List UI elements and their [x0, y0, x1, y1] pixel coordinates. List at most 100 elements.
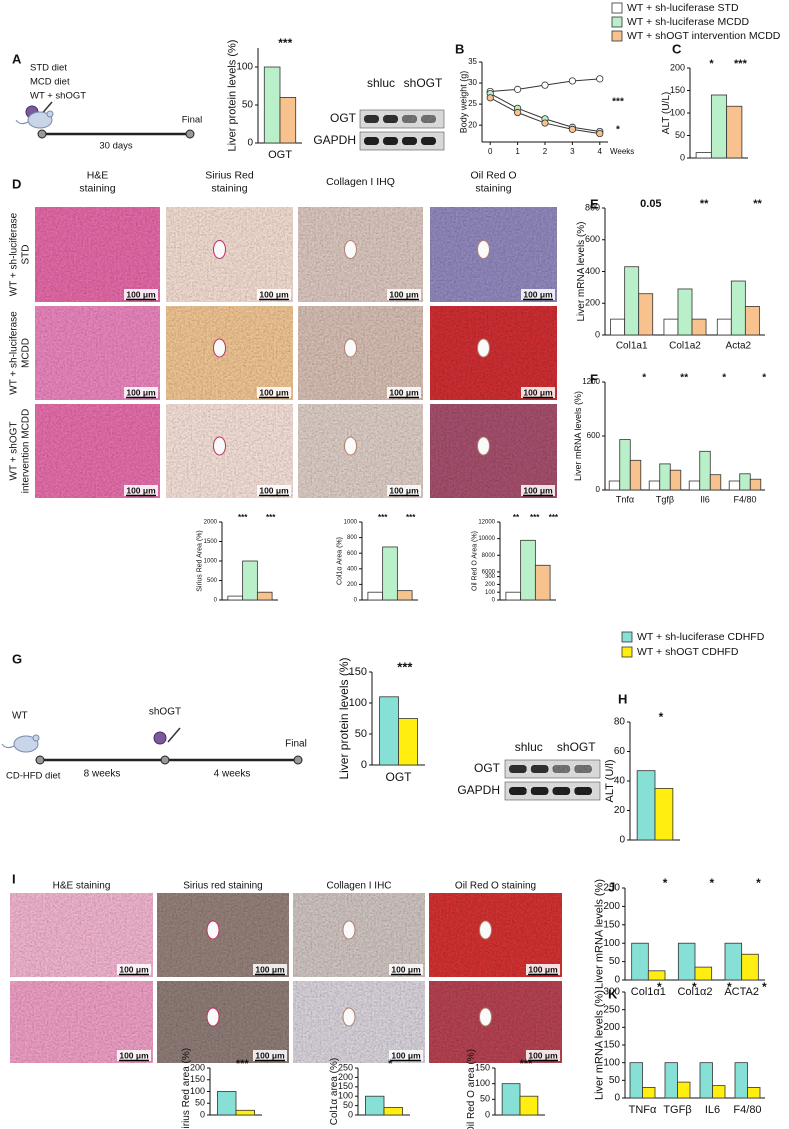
y-axis-label: Col1α Area (%) [337, 537, 344, 585]
y-tick-label: 500 [207, 578, 218, 584]
micrograph [429, 893, 562, 977]
scale-bar-bg [253, 1050, 287, 1061]
scale-bar: 100 μm [259, 387, 289, 397]
blot-row-label: OGT [474, 761, 501, 775]
bar [217, 1091, 237, 1116]
scale-bar-bg [526, 1050, 560, 1061]
panel-letter: F [590, 371, 598, 386]
vessel [342, 1007, 356, 1027]
micrograph [35, 207, 160, 302]
bar [505, 591, 522, 601]
bar [242, 560, 258, 601]
y-tick-label: 20 [614, 805, 626, 816]
y-tick-label: 100 [475, 1078, 490, 1088]
x-tick-label: Acta2 [726, 341, 752, 352]
significance: * [709, 58, 714, 70]
y-tick-label: 600 [347, 551, 358, 557]
significance: * [762, 373, 766, 384]
point [541, 81, 549, 89]
y-axis-label: Liver protein levels (%) [226, 40, 238, 152]
bar [398, 718, 418, 766]
y-tick-label: 0 [619, 835, 625, 846]
significance: * [616, 125, 620, 136]
y-tick-label: 50 [242, 100, 254, 111]
x-tick-label: Tgfβ [656, 494, 674, 504]
bar [747, 1087, 761, 1099]
x-tick-label: 1 [515, 147, 520, 156]
y-tick-label: 600 [587, 431, 601, 440]
blot-band [552, 787, 571, 795]
blot-band [383, 137, 398, 145]
y-axis-label: ALT (U/L) [661, 92, 672, 134]
x-tick-label: 4 [598, 147, 603, 156]
bar [227, 595, 244, 601]
bar [396, 590, 413, 601]
y-tick-label: 150 [603, 1040, 620, 1051]
scale-bar-bg [117, 1050, 151, 1061]
y-tick-label: 0 [354, 598, 358, 604]
scale-bar: 100 μm [391, 1050, 421, 1060]
y-tick-label: 800 [347, 535, 358, 541]
significance: 0.05 [640, 198, 661, 210]
blot-band [421, 115, 436, 123]
x-tick-label: 3 [570, 147, 575, 156]
vessel [477, 240, 490, 259]
y-tick-label: 0 [214, 598, 218, 604]
scale-bar-bg [521, 289, 555, 300]
lane-label: shOGT [404, 76, 443, 90]
scale-bar-bg [387, 485, 421, 496]
inject-label: shOGT [149, 707, 181, 718]
end-label: Final [182, 115, 203, 126]
end-label: Final [285, 739, 307, 750]
x-tick-label: Il6 [700, 494, 710, 504]
blot-band [509, 765, 527, 773]
timepoint [293, 755, 303, 765]
legend-swatch [621, 631, 633, 643]
y-tick-label: 50 [480, 1094, 490, 1104]
mouse-icon [27, 111, 53, 129]
bar [663, 318, 679, 336]
bar [519, 1095, 539, 1116]
bar [624, 266, 640, 336]
significance: *** [406, 513, 416, 522]
y-tick-label: 6000 [482, 569, 496, 575]
panel-letter: I [12, 871, 16, 886]
column-header: staining [211, 182, 247, 194]
y-tick-label: 150 [349, 666, 367, 678]
y-tick-label: 0 [361, 759, 367, 771]
lane-label: shluc [367, 76, 395, 90]
bar [501, 1083, 521, 1116]
scale-bar-bg [257, 289, 291, 300]
y-tick-label: 25 [468, 99, 477, 108]
significance: *** [278, 36, 292, 50]
blot-band [421, 137, 436, 145]
bar [534, 564, 551, 601]
bar [724, 942, 743, 981]
y-tick-label: 150 [190, 1074, 205, 1084]
phase-label: 8 weeks [84, 769, 121, 780]
significance: ** [753, 198, 762, 210]
bar [263, 66, 281, 144]
vessel [213, 338, 226, 358]
significance: * [722, 373, 726, 384]
vessel [477, 436, 490, 456]
diet-label: WT + shOGT [30, 91, 86, 102]
point [596, 129, 604, 138]
bar [691, 318, 707, 336]
legend-label: WT + sh-luciferase CDHFD [637, 631, 765, 643]
significance: * [762, 980, 767, 994]
bar [629, 1062, 643, 1099]
scale-bar: 100 μm [528, 1050, 558, 1060]
micrograph [298, 207, 423, 302]
y-axis-label: Col1α area (%) [329, 1058, 340, 1125]
y-tick-label: 35 [468, 57, 477, 66]
row-label: STD [21, 245, 32, 265]
scale-bar-bg [521, 387, 555, 398]
y-tick-label: 800 [585, 202, 600, 212]
scale-bar-bg [387, 289, 421, 300]
blot-row-label: GAPDH [313, 133, 356, 147]
diet-label: CD-HFD diet [6, 771, 61, 782]
scale-bar-bg [124, 387, 158, 398]
scale-bar: 100 μm [255, 1050, 285, 1060]
bar [654, 787, 674, 841]
